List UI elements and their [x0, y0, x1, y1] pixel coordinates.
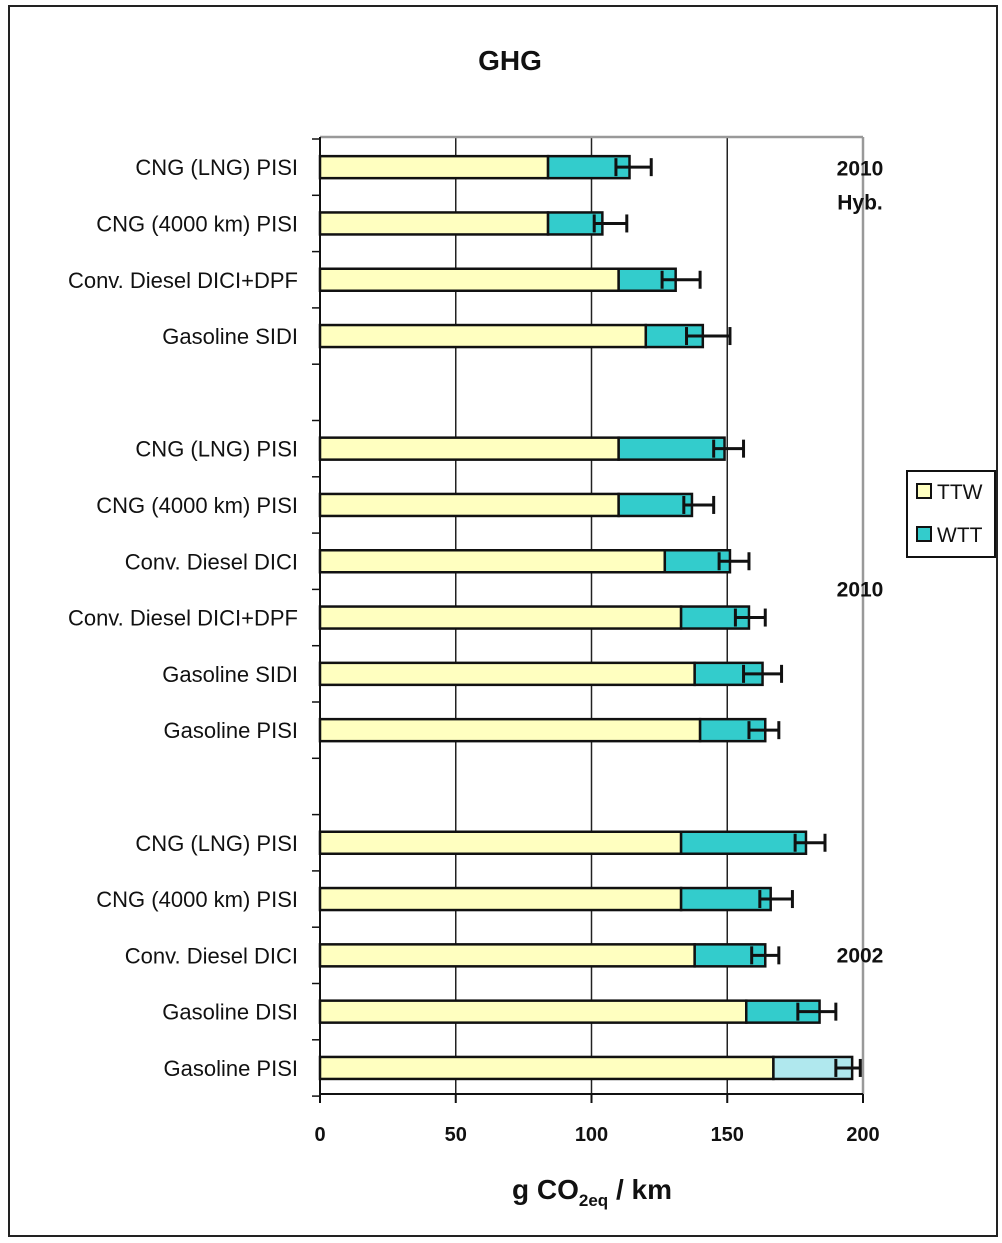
bar-ttw — [318, 267, 620, 292]
category-label: Conv. Diesel DICI+DPF — [68, 606, 298, 631]
category-label: CNG (4000 km) PISI — [96, 887, 298, 912]
category-label: Gasoline SIDI — [162, 662, 298, 687]
x-axis-label: g CO2eq / km — [512, 1174, 672, 1210]
category-label: Gasoline DISI — [162, 1000, 298, 1025]
bar-ttw — [318, 830, 683, 855]
bar-ttw — [318, 154, 550, 180]
group-label: Hyb. — [837, 192, 883, 215]
bar-ttw — [318, 886, 683, 912]
category-label: CNG (4000 km) PISI — [96, 211, 298, 236]
category-label: Conv. Diesel DICI+DPF — [68, 268, 298, 293]
bar-ttw — [318, 492, 620, 518]
bar-ttw — [318, 1055, 775, 1081]
category-label: CNG (4000 km) PISI — [96, 493, 298, 518]
group-label: 2010 — [837, 158, 884, 181]
x-tick-label-100: 100 — [575, 1124, 608, 1146]
bar-wtt — [679, 886, 772, 912]
bar-wtt — [617, 492, 694, 518]
group-label: 2002 — [837, 944, 884, 967]
x-tick-label-0: 0 — [314, 1124, 325, 1146]
bar-ttw — [318, 661, 696, 687]
x-tick-label-200: 200 — [846, 1124, 879, 1146]
legend-label-wtt: WTT — [937, 524, 983, 547]
bar-ttw — [318, 436, 620, 461]
category-label: Conv. Diesel DICI — [125, 549, 298, 574]
category-label: Gasoline SIDI — [162, 324, 298, 349]
category-label: Gasoline PISI — [163, 718, 298, 743]
category-label: CNG (LNG) PISI — [135, 155, 298, 180]
legend-swatch-ttw — [916, 483, 932, 499]
bar-ttw — [318, 211, 550, 236]
bar-ttw — [318, 717, 702, 743]
category-label: CNG (LNG) PISI — [135, 437, 298, 462]
bar-ttw — [318, 605, 683, 630]
legend-swatch-wtt — [916, 526, 932, 542]
category-label: CNG (LNG) PISI — [135, 831, 298, 856]
legend-label-ttw: TTW — [937, 481, 983, 504]
group-label: 2010 — [837, 578, 884, 601]
bar-wtt — [617, 436, 726, 461]
bar-ttw — [318, 999, 748, 1024]
x-tick-label-150: 150 — [711, 1124, 744, 1146]
category-label: Conv. Diesel DICI — [125, 943, 298, 968]
bar-ttw — [318, 943, 696, 968]
category-label: Gasoline PISI — [163, 1056, 298, 1081]
bar-ttw — [318, 549, 667, 574]
bar-ttw — [318, 323, 648, 349]
bar-wtt — [679, 830, 808, 855]
chart-title: GHG — [478, 45, 542, 76]
x-tick-label-50: 50 — [445, 1124, 467, 1146]
